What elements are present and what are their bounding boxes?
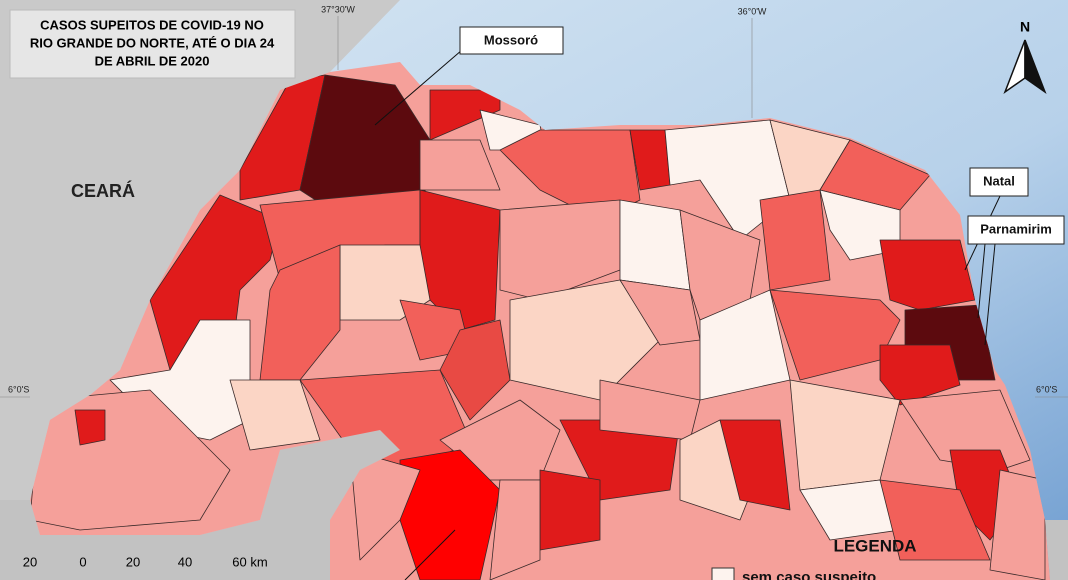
lon-label: 36°0'W xyxy=(738,6,767,16)
callout-label: Mossoró xyxy=(484,32,538,47)
legend-title: LEGENDA xyxy=(833,536,916,555)
title-line: RIO GRANDE DO NORTE, ATÉ O DIA 24 xyxy=(30,35,275,50)
graticule xyxy=(0,16,1068,398)
callout-box xyxy=(967,215,1065,245)
north-label: N xyxy=(1020,19,1030,35)
lat-label: 6°0'S xyxy=(1036,384,1057,394)
lon-label: 37°30'W xyxy=(321,4,355,14)
callout-box xyxy=(459,26,564,55)
legend-swatch xyxy=(711,567,735,580)
land-paraiba xyxy=(0,430,400,580)
callout-box xyxy=(969,167,1029,197)
legend-item: sem caso suspeito xyxy=(742,569,876,580)
lat-label: 6°0'S xyxy=(8,384,29,394)
scale-label: 40 xyxy=(178,554,192,569)
title-line: CASOS SUPEITOS DE COVID-19 NO xyxy=(40,17,264,32)
north-arrow: N xyxy=(1003,19,1047,95)
title-line: DE ABRIL DE 2020 xyxy=(95,53,210,68)
scale-label: 20 xyxy=(126,554,140,569)
scale-label: 60 km xyxy=(232,554,267,569)
callout-label: Natal xyxy=(983,173,1015,188)
scale-label: 0 xyxy=(79,554,86,569)
land-south xyxy=(1045,520,1068,580)
scale-label: 20 xyxy=(23,554,37,569)
callout-label: Parnamirim xyxy=(980,221,1052,236)
state-label: CEARÁ xyxy=(71,180,135,201)
land-ceara xyxy=(0,0,400,580)
title-box xyxy=(9,9,296,79)
